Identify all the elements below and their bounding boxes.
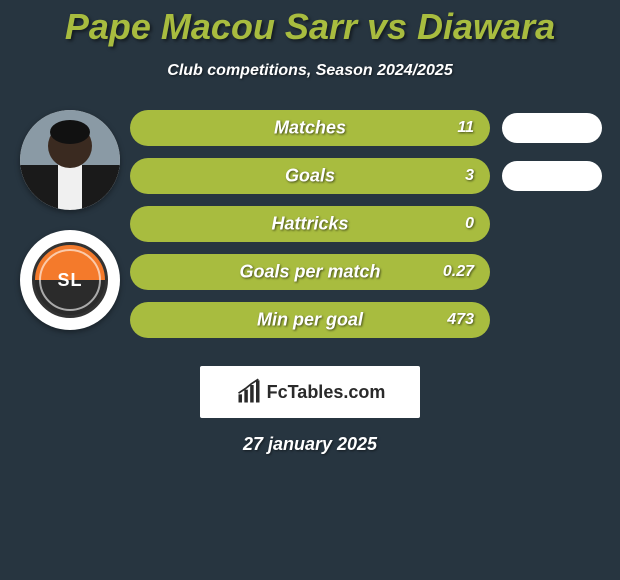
footer-logo: FcTables.com xyxy=(200,366,420,418)
footer-logo-text: FcTables.com xyxy=(267,382,386,403)
subtitle: Club competitions, Season 2024/2025 xyxy=(0,62,620,80)
comparison-card: Pape Macou Sarr vs Diawara Club competit… xyxy=(0,0,620,455)
footer-date: 27 january 2025 xyxy=(0,434,620,455)
opponent-pill-empty xyxy=(502,257,602,287)
opponent-pill-empty xyxy=(502,305,602,335)
club-badge: SL xyxy=(20,230,120,330)
club-badge-text: SL xyxy=(57,270,82,291)
left-column: SL xyxy=(10,110,130,338)
content-area: SL Matches 11 Goals 3 Hattricks 0 Goals per ma… xyxy=(0,110,620,338)
stat-label: Matches xyxy=(274,118,346,139)
stat-label: Hattricks xyxy=(271,214,348,235)
stat-row: Goals per match 0.27 xyxy=(130,254,602,290)
chart-icon xyxy=(235,378,263,406)
stat-value: 3 xyxy=(465,167,474,185)
avatar-placeholder-icon xyxy=(20,110,120,210)
stat-row: Goals 3 xyxy=(130,158,602,194)
club-badge-inner: SL xyxy=(32,242,108,318)
stat-label: Min per goal xyxy=(257,310,363,331)
stat-row: Hattricks 0 xyxy=(130,206,602,242)
stat-bar: Goals per match 0.27 xyxy=(130,254,490,290)
stat-bar: Goals 3 xyxy=(130,158,490,194)
stat-row: Matches 11 xyxy=(130,110,602,146)
stat-value: 0 xyxy=(465,215,474,233)
stat-bar: Min per goal 473 xyxy=(130,302,490,338)
page-title: Pape Macou Sarr vs Diawara xyxy=(0,0,620,48)
stat-value: 0.27 xyxy=(443,263,474,281)
stat-value: 11 xyxy=(457,119,474,137)
stat-bar: Matches 11 xyxy=(130,110,490,146)
opponent-pill-empty xyxy=(502,209,602,239)
player-avatar xyxy=(20,110,120,210)
stat-label: Goals per match xyxy=(239,262,380,283)
stat-bar: Hattricks 0 xyxy=(130,206,490,242)
opponent-pill xyxy=(502,161,602,191)
stat-label: Goals xyxy=(285,166,335,187)
stats-column: Matches 11 Goals 3 Hattricks 0 Goals per match… xyxy=(130,110,610,338)
stat-value: 473 xyxy=(447,311,474,329)
stat-row: Min per goal 473 xyxy=(130,302,602,338)
opponent-pill xyxy=(502,113,602,143)
